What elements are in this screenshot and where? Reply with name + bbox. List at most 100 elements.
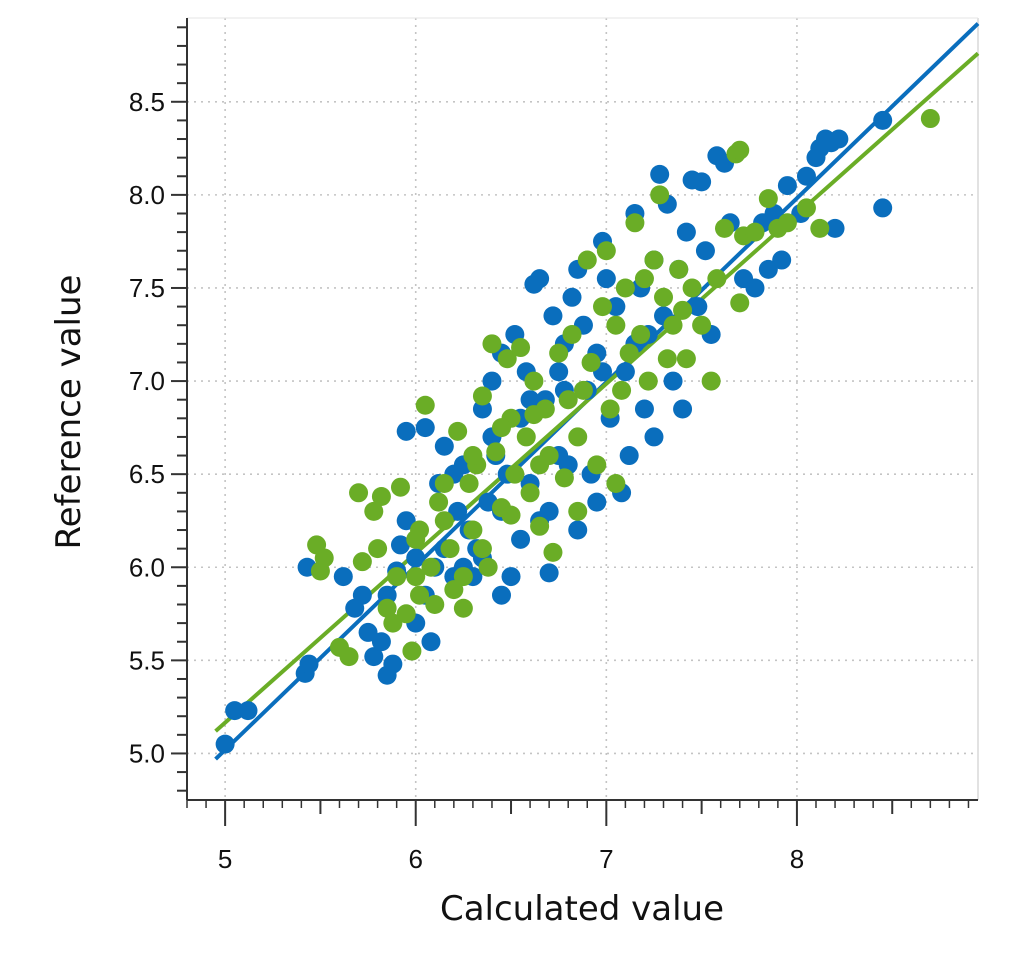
- data-point: [215, 734, 235, 754]
- data-point: [358, 622, 378, 642]
- data-point: [810, 218, 830, 238]
- data-point: [429, 492, 449, 512]
- data-point: [549, 362, 569, 382]
- data-point: [714, 218, 734, 238]
- data-point: [745, 222, 765, 242]
- data-point: [530, 269, 550, 289]
- data-point: [663, 315, 683, 335]
- data-point: [524, 405, 544, 425]
- data-point: [707, 269, 727, 289]
- data-point: [692, 172, 712, 192]
- data-point: [463, 520, 483, 540]
- x-tick-label: 7: [599, 844, 613, 874]
- data-point: [396, 604, 416, 624]
- data-point: [402, 641, 422, 661]
- data-point: [364, 501, 384, 521]
- data-point: [368, 539, 388, 559]
- data-point: [673, 300, 693, 320]
- data-point: [663, 371, 683, 391]
- grid-layer: [187, 18, 978, 800]
- data-point: [581, 352, 601, 372]
- data-point: [482, 371, 502, 391]
- data-point: [587, 455, 607, 475]
- data-point: [478, 557, 498, 577]
- data-point: [549, 343, 569, 363]
- data-point: [695, 241, 715, 261]
- data-point: [396, 421, 416, 441]
- data-point: [524, 371, 544, 391]
- y-axis-title: Reference value: [49, 275, 89, 550]
- y-tick-label: 8.0: [129, 180, 165, 210]
- x-tick-label: 5: [218, 844, 232, 874]
- data-point: [644, 427, 664, 447]
- data-point: [606, 315, 626, 335]
- data-point: [497, 349, 517, 369]
- data-point: [520, 483, 540, 503]
- data-point: [873, 110, 893, 130]
- data-point: [562, 287, 582, 307]
- data-point: [596, 269, 616, 289]
- data-point: [396, 511, 416, 531]
- data-point: [692, 315, 712, 335]
- data-point: [421, 557, 441, 577]
- data-point: [349, 483, 369, 503]
- data-point: [434, 436, 454, 456]
- data-point: [444, 580, 464, 600]
- data-point: [777, 176, 797, 196]
- data-point: [364, 647, 384, 667]
- data-point: [491, 585, 511, 605]
- data-point: [390, 535, 410, 555]
- data-point: [682, 278, 702, 298]
- data-point: [688, 297, 708, 317]
- y-tick-label: 6.5: [129, 459, 165, 489]
- data-point: [568, 501, 588, 521]
- data-point: [730, 293, 750, 313]
- data-point: [448, 501, 468, 521]
- data-point: [406, 567, 426, 587]
- data-point: [352, 552, 372, 572]
- data-point: [530, 516, 550, 536]
- data-point: [371, 487, 391, 507]
- data-point: [673, 399, 693, 419]
- data-point: [314, 548, 334, 568]
- data-point: [577, 250, 597, 270]
- data-point: [501, 567, 521, 587]
- data-point: [406, 548, 426, 568]
- data-point: [520, 390, 540, 410]
- data-point: [612, 380, 632, 400]
- y-tick-label: 5.5: [129, 645, 165, 675]
- y-tick-label: 5.0: [129, 738, 165, 768]
- data-point: [587, 492, 607, 512]
- data-point: [676, 349, 696, 369]
- data-point: [383, 613, 403, 633]
- data-point: [758, 189, 778, 209]
- data-point: [434, 473, 454, 493]
- data-point: [758, 259, 778, 279]
- data-point: [434, 511, 454, 531]
- data-point: [377, 585, 397, 605]
- x-tick-label: 8: [790, 844, 804, 874]
- data-point: [554, 468, 574, 488]
- data-point: [625, 213, 645, 233]
- data-point: [448, 421, 468, 441]
- data-point: [568, 520, 588, 540]
- data-point: [825, 218, 845, 238]
- data-point: [676, 222, 696, 242]
- data-point: [638, 371, 658, 391]
- data-point: [415, 418, 435, 438]
- data-point: [511, 529, 531, 549]
- data-point: [829, 129, 849, 149]
- data-point: [486, 442, 506, 462]
- data-point: [654, 287, 674, 307]
- data-point: [491, 418, 511, 438]
- data-point: [238, 701, 258, 721]
- data-point: [777, 213, 797, 233]
- data-point: [562, 325, 582, 345]
- data-point: [650, 164, 670, 184]
- data-point: [453, 598, 473, 618]
- fit-lines: [214, 22, 980, 761]
- data-point: [615, 362, 635, 382]
- axes: 5.0 5.5 6.0 6.5 7.0 7.5 8.0 8.5 5 6 7 8: [129, 18, 978, 874]
